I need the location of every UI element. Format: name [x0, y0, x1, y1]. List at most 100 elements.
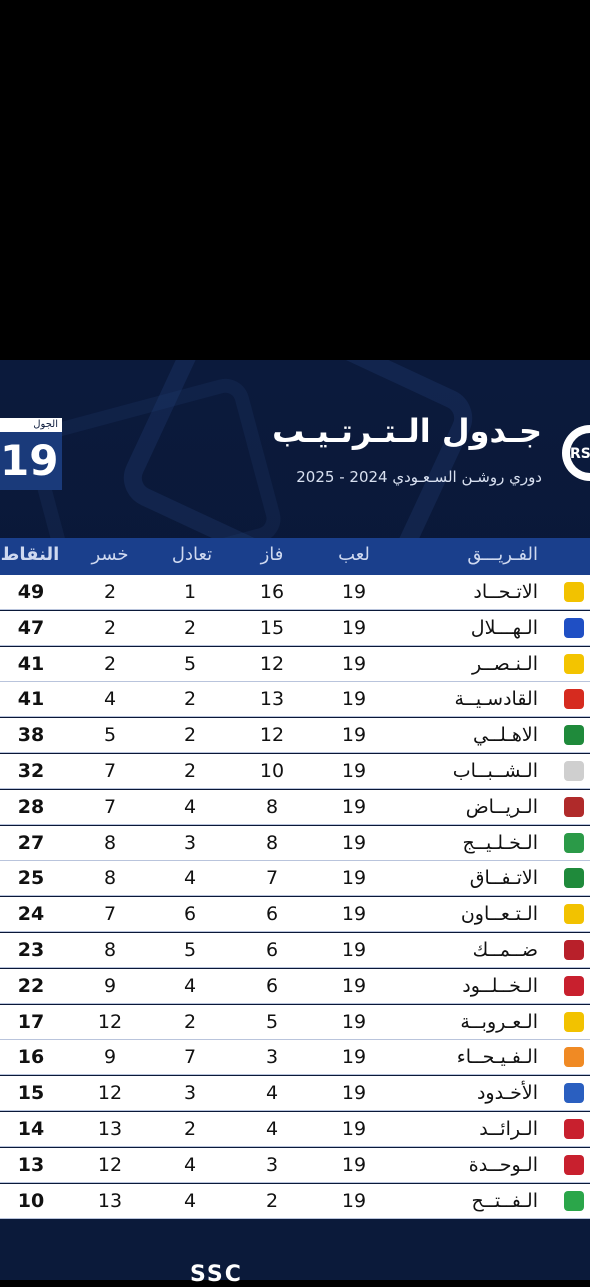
team-crest-icon	[564, 904, 584, 925]
table-row[interactable]: 24 7 6 6 19 الـتـعــاون	[0, 897, 590, 933]
team-badge	[556, 1183, 590, 1219]
won-cell: 7	[265, 867, 279, 890]
team-name: الـفـيـحــاء	[456, 1046, 538, 1069]
team-badge	[556, 933, 590, 968]
draw-cell: 4	[183, 867, 197, 890]
draw-cell: 2	[183, 760, 197, 782]
draw-cell: 7	[183, 1046, 197, 1069]
won-cell: 5	[265, 1010, 279, 1033]
col-won: فاز	[260, 544, 284, 565]
played-cell: 19	[341, 1153, 367, 1176]
team-crest-icon	[564, 940, 584, 960]
won-cell: 16	[259, 581, 285, 603]
league-logo-icon: RS	[562, 425, 590, 481]
won-cell: 10	[259, 760, 285, 782]
row-cells: 47 2 2 15 19 الـهـــلال	[0, 610, 556, 646]
table-row[interactable]: 27 8 3 8 19 الـخـلـيــج	[0, 825, 590, 861]
row-cells: 14 13 2 4 19 الـرائــد	[0, 1112, 556, 1147]
played-cell: 19	[341, 688, 367, 711]
row-cells: 38 5 2 12 19 الاهـلــي	[0, 718, 556, 754]
team-name: الـنـصــر	[471, 652, 538, 675]
lost-cell: 7	[103, 760, 117, 782]
table-row[interactable]: 13 12 4 3 19 الـوحــدة	[0, 1147, 590, 1183]
row-cells: 49 2 1 16 19 الاتـحــاد	[0, 575, 556, 610]
page-title: جـدول الـتـرتـيـب	[272, 412, 542, 450]
table-row[interactable]: 47 2 2 15 19 الـهـــلال	[0, 610, 590, 646]
table-row[interactable]: 38 5 2 12 19 الاهـلــي	[0, 718, 590, 754]
footer-logo: SSC	[190, 1262, 243, 1287]
row-cells: 23 8 5 6 19 ضــمــك	[0, 933, 556, 968]
won-cell: 15	[259, 616, 285, 639]
black-area	[0, 0, 590, 360]
lost-cell: 2	[103, 616, 117, 639]
lost-cell: 8	[103, 867, 117, 890]
table-row[interactable]: 10 13 4 2 19 الـفــتــح	[0, 1183, 590, 1219]
table-row[interactable]: 22 9 4 6 19 الـخــلــود	[0, 968, 590, 1004]
round-box: الجول 19	[0, 418, 62, 490]
team-crest-icon	[564, 1083, 584, 1104]
lost-cell: 8	[103, 831, 117, 854]
col-draw: تعادل	[171, 544, 213, 565]
team-name: الـهـــلال	[470, 616, 538, 639]
team-name: الـشــبــاب	[452, 760, 538, 782]
draw-cell: 6	[183, 903, 197, 926]
table-row[interactable]: 32 7 2 10 19 الـشــبــاب	[0, 754, 590, 789]
points-cell: 23	[17, 939, 45, 961]
won-cell: 12	[259, 724, 285, 747]
lost-cell: 7	[103, 903, 117, 926]
points-cell: 10	[17, 1189, 45, 1212]
table-row[interactable]: 28 7 4 8 19 الـريــاض	[0, 789, 590, 825]
won-cell: 6	[265, 903, 279, 926]
table-row[interactable]: 17 12 2 5 19 الـعـروبــة	[0, 1004, 590, 1040]
points-cell: 41	[17, 652, 45, 675]
row-cells: 16 9 7 3 19 الـفـيـحــاء	[0, 1040, 556, 1076]
row-cells: 17 12 2 5 19 الـعـروبــة	[0, 1004, 556, 1040]
team-badge	[556, 646, 590, 682]
table-row[interactable]: 49 2 1 16 19 الاتـحــاد	[0, 575, 590, 610]
table-row[interactable]: 25 8 4 7 19 الاتـفــاق	[0, 861, 590, 897]
points-cell: 24	[17, 903, 45, 926]
team-name: الاتـحــاد	[473, 581, 538, 603]
lost-cell: 5	[103, 724, 117, 747]
played-cell: 19	[341, 652, 367, 675]
team-badge	[556, 1040, 590, 1076]
table-row[interactable]: 16 9 7 3 19 الـفـيـحــاء	[0, 1040, 590, 1076]
played-cell: 19	[341, 1010, 367, 1033]
draw-cell: 3	[183, 1082, 197, 1105]
team-badge	[556, 789, 590, 825]
won-cell: 8	[265, 795, 279, 818]
team-badge	[556, 575, 590, 610]
team-badge	[556, 1147, 590, 1183]
team-crest-icon	[564, 617, 584, 638]
team-crest-icon	[564, 868, 584, 889]
lost-cell: 8	[103, 939, 117, 961]
row-cells: 22 9 4 6 19 الـخــلــود	[0, 968, 556, 1004]
team-badge	[556, 754, 590, 789]
played-cell: 19	[341, 831, 367, 854]
col-team: الفـريـــق	[467, 544, 538, 565]
team-crest-icon	[564, 975, 584, 996]
lost-cell: 12	[97, 1082, 123, 1105]
team-badge	[556, 825, 590, 861]
table-row[interactable]: 14 13 2 4 19 الـرائــد	[0, 1112, 590, 1147]
draw-cell: 2	[183, 688, 197, 711]
col-played: لعب	[338, 544, 370, 565]
team-crest-icon	[564, 689, 584, 710]
won-cell: 8	[265, 831, 279, 854]
row-cells: 28 7 4 8 19 الـريــاض	[0, 789, 556, 825]
svg-text:RS: RS	[570, 446, 590, 462]
draw-cell: 4	[183, 795, 197, 818]
team-crest-icon	[564, 1011, 584, 1032]
table-row[interactable]: 41 2 5 12 19 الـنـصــر	[0, 646, 590, 682]
played-cell: 19	[341, 939, 367, 961]
table-row[interactable]: 23 8 5 6 19 ضــمــك	[0, 933, 590, 968]
table-row[interactable]: 41 4 2 13 19 القادسـيــة	[0, 682, 590, 718]
draw-cell: 3	[183, 831, 197, 854]
table-row[interactable]: 15 12 3 4 19 الأخـدود	[0, 1076, 590, 1112]
round-number: 19	[0, 436, 59, 485]
team-name: الأخـدود	[476, 1082, 538, 1105]
won-cell: 12	[259, 652, 285, 675]
lost-cell: 13	[97, 1189, 123, 1212]
played-cell: 19	[341, 724, 367, 747]
team-crest-icon	[564, 653, 584, 674]
